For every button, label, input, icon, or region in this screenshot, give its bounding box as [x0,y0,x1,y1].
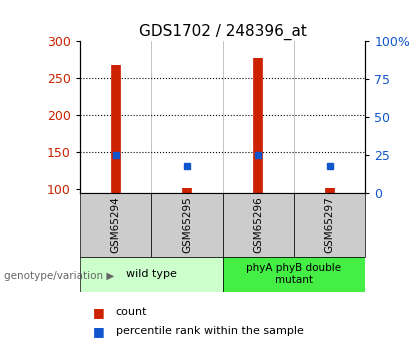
Text: genotype/variation ▶: genotype/variation ▶ [4,271,115,281]
Text: ■: ■ [92,325,104,338]
Text: GSM65294: GSM65294 [110,197,121,254]
Text: percentile rank within the sample: percentile rank within the sample [116,326,303,336]
Text: wild type: wild type [126,269,177,279]
Bar [80,257,223,292]
Text: GSM65296: GSM65296 [253,197,263,254]
Title: GDS1702 / 248396_at: GDS1702 / 248396_at [139,24,307,40]
Text: phyA phyB double
mutant: phyA phyB double mutant [247,264,341,285]
Bar [151,193,223,257]
Bar [80,193,151,257]
Bar [294,193,365,257]
Bar [223,257,365,292]
Text: ■: ■ [92,306,104,319]
Text: count: count [116,307,147,317]
Text: GSM65295: GSM65295 [182,197,192,254]
Text: GSM65297: GSM65297 [325,197,335,254]
Bar [223,193,294,257]
